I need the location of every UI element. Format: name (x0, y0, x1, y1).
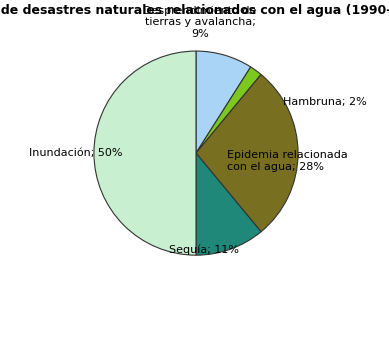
Text: Inundación; 50%: Inundación; 50% (29, 148, 123, 158)
Wedge shape (196, 67, 261, 153)
Wedge shape (196, 51, 251, 153)
Title: Tipos de desastres naturales relacionados con el agua (1990-2001): Tipos de desastres naturales relacionado… (0, 5, 389, 18)
Text: Sequía; 11%: Sequía; 11% (169, 245, 239, 256)
Wedge shape (94, 51, 196, 255)
Wedge shape (196, 153, 261, 255)
Text: Hambruna; 2%: Hambruna; 2% (283, 97, 366, 107)
Text: Epidemia relacionada
con el agua; 28%: Epidemia relacionada con el agua; 28% (227, 150, 347, 172)
Text: Desprendimiento de
tierras y avalancha;
9%: Desprendimiento de tierras y avalancha; … (144, 6, 257, 39)
Wedge shape (196, 75, 298, 232)
